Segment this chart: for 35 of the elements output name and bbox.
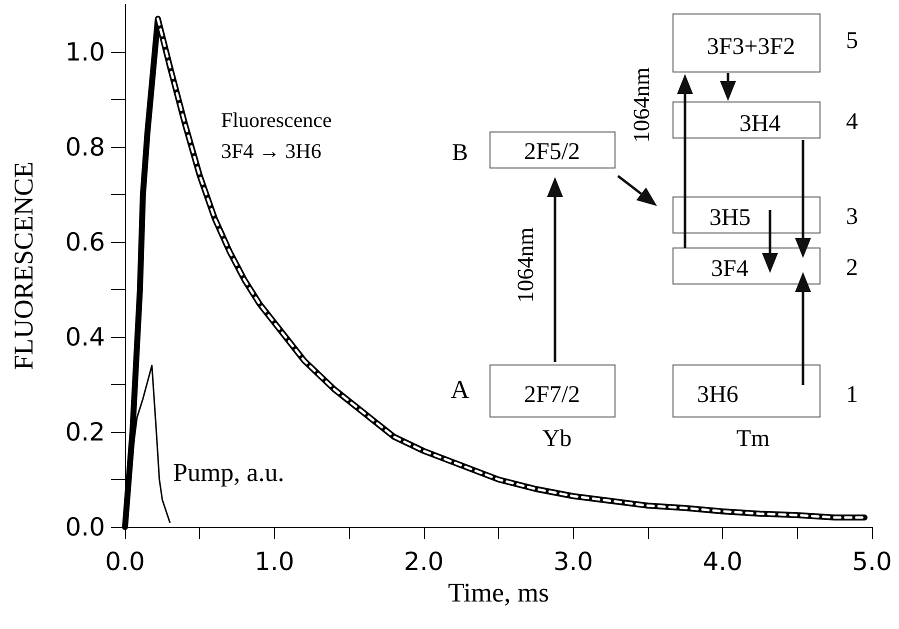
y-tick-label: 0.6 <box>65 228 105 256</box>
y-axis-title: FLUORESCENCE <box>8 161 38 370</box>
annotation: 1064nm <box>513 227 538 303</box>
annotation: 3F3+3F2 <box>706 34 796 60</box>
annotation: 2 <box>846 255 858 281</box>
x-tick-label: 2.0 <box>404 547 444 576</box>
x-tick-label: 5.0 <box>852 547 892 576</box>
annotation: Fluorescence <box>221 108 332 132</box>
annotation: 2F5/2 <box>524 139 580 165</box>
annotation: 3 <box>846 204 858 230</box>
annotation: 3F4 → 3H6 <box>221 139 322 163</box>
annotation: 3H4 <box>739 111 781 137</box>
y-tick-label: 1.0 <box>65 38 105 66</box>
x-tick-label: 4.0 <box>702 547 742 576</box>
annotation: 1064nm <box>629 67 654 143</box>
y-tick-label: 0.4 <box>65 322 105 352</box>
annotation: Pump, a.u. <box>173 458 284 487</box>
annotation: 4 <box>846 109 858 135</box>
x-tick-label: 1.0 <box>254 547 294 576</box>
annotation: 2F7/2 <box>524 382 580 408</box>
annotation: 3H5 <box>709 205 751 231</box>
annotation: Tm <box>736 426 770 452</box>
annotation: 5 <box>846 28 858 54</box>
y-tick-label: 0.8 <box>65 132 105 162</box>
y-tick-label: 0.0 <box>65 512 105 542</box>
annotation: 1 <box>846 382 858 408</box>
x-tick-label: 0.0 <box>105 547 145 576</box>
x-axis-title: Time, ms <box>448 577 550 608</box>
annotation: 3H6 <box>697 382 738 408</box>
annotation: 3F4 <box>711 256 748 282</box>
x-tick-label: 3.0 <box>553 547 594 576</box>
annotation: B <box>452 140 468 166</box>
annotation: A <box>450 375 470 404</box>
annotation: Yb <box>542 426 572 452</box>
y-tick-label: 0.2 <box>65 418 105 446</box>
